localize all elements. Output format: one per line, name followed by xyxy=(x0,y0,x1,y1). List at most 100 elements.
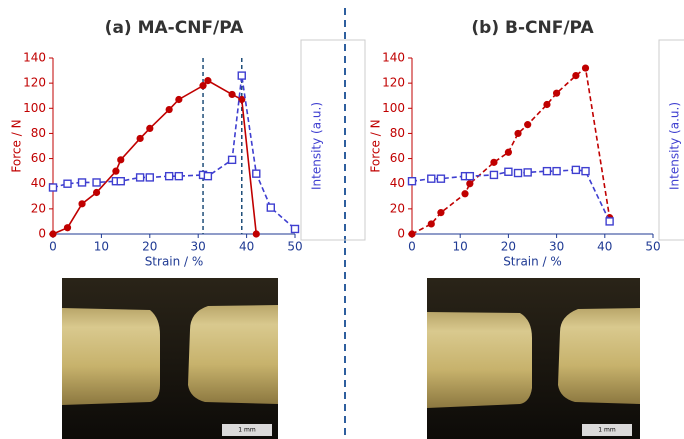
x-tick-label: 40 xyxy=(239,240,254,254)
point xyxy=(137,135,144,142)
point xyxy=(175,96,182,103)
scale-label: 1 mm xyxy=(238,427,256,434)
y-tick-label: 20 xyxy=(390,201,405,215)
point xyxy=(79,179,86,186)
point xyxy=(515,170,522,177)
point xyxy=(543,101,550,108)
point xyxy=(437,209,444,216)
point xyxy=(572,166,579,173)
x-tick-label: 50 xyxy=(645,240,660,254)
x-tick-label: 0 xyxy=(49,240,57,254)
point xyxy=(166,106,173,113)
point xyxy=(524,121,531,128)
x-tick-label: 30 xyxy=(191,240,206,254)
chart-title: (b) B-CNF/PA xyxy=(471,18,594,38)
y-tick-label: 100 xyxy=(23,101,46,115)
y-tick-label: 60 xyxy=(31,151,46,165)
point xyxy=(204,77,211,84)
point xyxy=(461,190,468,197)
y-tick-label: 80 xyxy=(390,126,405,140)
point xyxy=(253,230,260,237)
y-tick-label: 120 xyxy=(23,76,46,90)
point xyxy=(490,171,497,178)
y-tick-label: 60 xyxy=(390,151,405,165)
point xyxy=(166,173,173,180)
point xyxy=(64,180,71,187)
y-tick-label: 40 xyxy=(31,176,46,190)
photo: 1 mm xyxy=(62,278,278,439)
point xyxy=(505,149,512,156)
point xyxy=(112,168,119,175)
y-tick-label: 40 xyxy=(390,176,405,190)
point xyxy=(466,173,473,180)
y2-axis-label: Intensity (a.u.) xyxy=(310,102,324,190)
x-tick-label: 20 xyxy=(501,240,516,254)
point xyxy=(137,174,144,181)
y-tick-label: 20 xyxy=(31,201,46,215)
x-tick-label: 10 xyxy=(94,240,109,254)
point xyxy=(524,169,531,176)
y-tick-label: 0 xyxy=(38,227,46,241)
x-tick-label: 40 xyxy=(597,240,612,254)
scale-label: 1 mm xyxy=(598,427,616,434)
point xyxy=(428,220,435,227)
point xyxy=(117,156,124,163)
point xyxy=(238,72,245,79)
point xyxy=(146,174,153,181)
point xyxy=(505,168,512,175)
point xyxy=(117,178,124,185)
point xyxy=(267,204,274,211)
point xyxy=(490,159,497,166)
specimen-right xyxy=(188,305,278,404)
specimen-right xyxy=(558,308,640,404)
y-axis-label: Force / N xyxy=(369,119,383,172)
y-tick-label: 140 xyxy=(23,51,46,65)
specimen-left xyxy=(427,312,532,408)
point xyxy=(64,224,71,231)
y-tick-label: 140 xyxy=(382,51,405,65)
x-tick-label: 50 xyxy=(287,240,302,254)
point xyxy=(204,173,211,180)
point xyxy=(93,189,100,196)
series-line xyxy=(53,76,295,229)
point xyxy=(437,175,444,182)
photo: 1 mm xyxy=(427,278,640,439)
point xyxy=(229,156,236,163)
point xyxy=(409,178,416,185)
y-axis-label: Force / N xyxy=(10,119,24,172)
x-axis-label: Strain / % xyxy=(503,255,562,269)
figure: 1 mm 1 mm (a) MA-CNF/PA Intensity (a.u.) 0… xyxy=(0,0,684,439)
x-tick-label: 10 xyxy=(453,240,468,254)
point xyxy=(253,170,260,177)
point xyxy=(553,90,560,97)
point xyxy=(292,225,299,232)
series-line xyxy=(53,81,256,234)
point xyxy=(582,64,589,71)
x-tick-label: 0 xyxy=(408,240,416,254)
point xyxy=(50,184,57,191)
y-tick-label: 120 xyxy=(382,76,405,90)
y-tick-label: 100 xyxy=(382,101,405,115)
point xyxy=(49,230,56,237)
specimen-left xyxy=(62,308,160,405)
y-tick-label: 80 xyxy=(31,126,46,140)
point xyxy=(93,179,100,186)
x-axis-label: Strain / % xyxy=(145,255,204,269)
point xyxy=(543,168,550,175)
point xyxy=(466,180,473,187)
point xyxy=(514,130,521,137)
point xyxy=(572,72,579,79)
point xyxy=(175,173,182,180)
point xyxy=(78,200,85,207)
point xyxy=(582,168,589,175)
point xyxy=(408,230,415,237)
point xyxy=(428,175,435,182)
y-tick-label: 0 xyxy=(397,227,405,241)
point xyxy=(606,218,613,225)
chart-title: (a) MA-CNF/PA xyxy=(105,18,244,38)
x-tick-label: 30 xyxy=(549,240,564,254)
y2-axis-label: Intensity (a.u.) xyxy=(668,102,682,190)
point xyxy=(146,125,153,132)
point xyxy=(553,168,560,175)
point xyxy=(228,91,235,98)
